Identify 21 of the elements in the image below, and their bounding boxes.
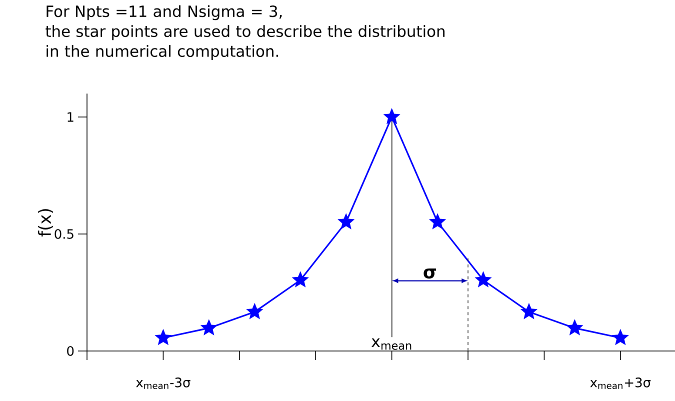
x-tick-label: x$_{mean}$+3σ [590, 378, 651, 390]
y-tick-label: 0.5 [54, 229, 74, 239]
point [428, 213, 446, 230]
point [292, 271, 309, 288]
point [338, 213, 355, 230]
x-tick-label: x$_{mean}$-3σ [136, 378, 190, 390]
ref-line-label: x$_{mean}$ [371, 338, 412, 350]
point [200, 319, 218, 336]
point [246, 302, 264, 320]
y-tick-label: 0 [67, 346, 74, 356]
annotation: σ [424, 268, 436, 279]
point [612, 328, 629, 346]
chart-title: For Npts =11 and Nsigma = 3, [46, 5, 282, 20]
point [474, 271, 492, 288]
y-axis-title: f(x) [38, 209, 54, 237]
point [520, 302, 538, 320]
point [566, 319, 584, 336]
y-tick-label: 1 [68, 112, 74, 122]
point [154, 328, 172, 346]
chart-subtitle: the star points are used to describe the distribution in the numerical computation. [46, 25, 444, 60]
point [383, 108, 400, 124]
